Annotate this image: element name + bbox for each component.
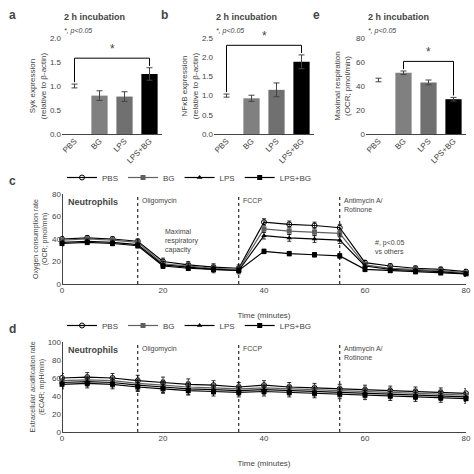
svg-text:#, p<0.05vs others: #, p<0.05vs others [375,239,404,255]
svg-text:40: 40 [52,392,61,401]
svg-text:*: * [262,29,267,43]
svg-text:*: * [110,42,115,56]
svg-text:LPS: LPS [112,137,129,154]
svg-text:Syk expression(relative to β-a: Syk expression(relative to β-actin) [28,52,47,119]
svg-text:LPS: LPS [416,137,433,154]
svg-text:0: 0 [57,280,62,289]
svg-text:*, p<0.05: *, p<0.05 [64,27,92,35]
svg-text:c: c [9,174,16,188]
svg-text:PBS: PBS [365,137,383,155]
svg-text:Maximal respiration(OCR; pmol/: Maximal respiration(OCR; pmol/min) [333,51,352,120]
svg-text:1.5: 1.5 [202,72,214,81]
svg-text:PBS: PBS [61,137,79,155]
svg-text:PBS: PBS [213,137,231,155]
svg-text:20: 20 [356,106,365,115]
svg-text:2.0: 2.0 [202,53,214,62]
svg-text:1.0: 1.0 [202,91,214,100]
svg-text:40: 40 [52,235,61,244]
svg-text:0: 0 [60,434,65,443]
svg-text:Extracellular acidification ra: Extracellular acidification rate(ECAR; m… [29,341,46,432]
svg-text:d: d [9,322,16,336]
svg-text:Neutrophils: Neutrophils [68,345,118,355]
svg-text:80: 80 [356,34,365,43]
svg-text:NFκB expression(relative to β-: NFκB expression(relative to β-actin) [180,52,199,119]
svg-text:20: 20 [159,434,168,443]
svg-text:LPS+BG: LPS+BG [125,137,154,166]
svg-text:PBS: PBS [102,174,118,183]
svg-text:0: 0 [361,130,366,139]
svg-text:60: 60 [361,434,370,443]
svg-text:e: e [313,8,320,22]
svg-text:80: 80 [462,286,471,295]
svg-text:0: 0 [57,428,62,437]
svg-text:Neutrophils: Neutrophils [68,197,118,207]
svg-text:LPS: LPS [264,137,281,154]
svg-text:Maximalrespiratorycapacity: Maximalrespiratorycapacity [165,228,199,254]
svg-text:LPS+BG: LPS+BG [280,174,311,183]
svg-text:Oligomycin: Oligomycin [142,345,177,353]
svg-text:20: 20 [159,286,168,295]
svg-text:b: b [161,8,168,22]
svg-text:1.5: 1.5 [50,58,62,67]
svg-text:80: 80 [52,190,61,199]
svg-text:40: 40 [356,82,365,91]
svg-text:*, p<0.05: *, p<0.05 [216,27,244,35]
svg-text:20: 20 [52,257,61,266]
svg-text:2.0: 2.0 [50,34,62,43]
svg-text:80: 80 [462,434,471,443]
svg-text:BG: BG [163,174,175,183]
svg-text:LPS: LPS [220,322,235,331]
svg-text:60: 60 [361,286,370,295]
svg-text:BG: BG [89,137,104,152]
svg-text:20: 20 [52,410,61,419]
svg-text:0.5: 0.5 [202,111,214,120]
svg-text:40: 40 [260,434,269,443]
svg-text:2 h incubation: 2 h incubation [64,12,125,22]
svg-text:Time (minutes): Time (minutes) [237,459,290,468]
svg-text:*: * [426,45,431,59]
svg-text:80: 80 [52,356,61,365]
svg-text:0.0: 0.0 [202,130,214,139]
svg-text:LPS+BG: LPS+BG [280,322,311,331]
svg-text:2 h incubation: 2 h incubation [368,12,429,22]
svg-text:FCCP: FCCP [243,197,262,204]
svg-text:LPS+BG: LPS+BG [277,137,306,166]
svg-text:100: 100 [48,338,62,347]
svg-text:2.5: 2.5 [202,34,214,43]
svg-text:0.5: 0.5 [50,106,62,115]
svg-text:60: 60 [52,212,61,221]
svg-text:BG: BG [241,137,256,152]
svg-text:Time (minutes): Time (minutes) [237,311,290,320]
svg-text:Antimycin A/Rotinone: Antimycin A/Rotinone [344,197,383,213]
svg-text:LPS+BG: LPS+BG [429,137,458,166]
svg-text:2 h incubation: 2 h incubation [216,12,277,22]
svg-text:BG: BG [393,137,408,152]
svg-text:40: 40 [260,286,269,295]
svg-text:0.0: 0.0 [50,130,62,139]
svg-text:BG: BG [163,322,175,331]
svg-text:Oxygen consumption rate(OCR; p: Oxygen consumption rate(OCR; pmol/min) [32,199,49,279]
svg-text:FCCP: FCCP [243,345,262,352]
svg-text:Antimycin A/Rotinone: Antimycin A/Rotinone [344,345,383,361]
svg-text:60: 60 [52,374,61,383]
svg-text:Oligomycin: Oligomycin [142,197,177,205]
svg-text:PBS: PBS [102,322,118,331]
svg-text:a: a [9,8,16,22]
svg-text:*, p<0.05: *, p<0.05 [368,27,396,35]
svg-text:0: 0 [60,286,65,295]
svg-text:1.0: 1.0 [50,82,62,91]
svg-text:LPS: LPS [220,174,235,183]
svg-text:60: 60 [356,58,365,67]
